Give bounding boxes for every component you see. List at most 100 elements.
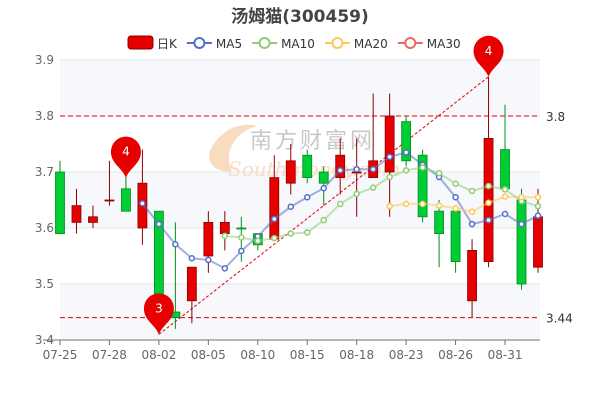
ma-point	[139, 200, 146, 207]
ma-point	[518, 220, 525, 228]
ma-point	[336, 167, 344, 174]
legend-item-ma10[interactable]: MA10	[252, 37, 315, 51]
x-tick-label: 08-26	[438, 348, 473, 362]
pin-shape	[473, 35, 504, 77]
x-tick-label: 08-10	[240, 348, 275, 362]
candle-body	[186, 266, 197, 302]
legend-item-ma5[interactable]: MA5	[186, 37, 242, 51]
candle-body	[335, 154, 346, 178]
candle-body	[269, 177, 280, 240]
x-tick-label: 08-31	[488, 348, 523, 362]
candle-body	[533, 216, 543, 268]
candle-body	[302, 154, 313, 178]
ma-point	[485, 199, 492, 207]
ma-point	[303, 193, 311, 201]
ma-point	[452, 180, 459, 188]
ma-point	[485, 216, 492, 224]
ma-point	[468, 187, 476, 195]
watermark-cn: 南方财富网	[250, 129, 375, 154]
ma-point	[435, 202, 443, 209]
ma-point	[452, 193, 459, 201]
candle	[434, 200, 445, 268]
ma-point	[221, 232, 229, 240]
candle	[302, 149, 313, 184]
candle-body	[434, 210, 445, 234]
candle-body	[88, 216, 98, 223]
legend-circle-icon	[331, 37, 344, 49]
reference-line-label: 3.44	[546, 312, 573, 326]
candle	[88, 205, 98, 228]
ma-point	[303, 229, 311, 236]
ma-point	[452, 205, 459, 212]
ma-point	[155, 220, 163, 228]
ma-point	[386, 153, 393, 161]
ma-point	[534, 193, 542, 201]
candle-body	[318, 171, 329, 184]
ma-point	[238, 234, 245, 241]
pin-marker: 3	[143, 293, 174, 335]
ma-point	[353, 165, 360, 173]
pin-shape	[110, 136, 141, 178]
ma-line-ma20	[389, 195, 538, 213]
watermark-logo	[209, 124, 258, 172]
candle-body	[384, 115, 395, 173]
ma-point	[271, 234, 278, 242]
candle-body	[121, 188, 131, 212]
candle-body	[219, 221, 230, 234]
candle	[467, 239, 477, 318]
ma-point	[386, 202, 393, 210]
candle	[401, 116, 412, 167]
ma-point	[534, 202, 542, 210]
x-tick-label: 08-15	[290, 348, 325, 362]
reference-line-label: 3.8	[546, 110, 565, 124]
pin-marker: 4	[110, 136, 141, 178]
ma-point	[287, 230, 295, 237]
plot-band	[60, 60, 540, 116]
ma-point	[501, 210, 509, 218]
candle	[285, 144, 296, 195]
legend-item-ma20[interactable]: MA20	[324, 37, 388, 51]
legend-label: MA30	[427, 37, 461, 51]
ma-point	[336, 200, 344, 208]
ma-point	[419, 164, 426, 171]
candle	[417, 149, 428, 223]
pin-label: 4	[485, 44, 493, 58]
x-tick-label: 08-23	[389, 348, 424, 362]
candle-body	[55, 171, 65, 234]
ma-point	[221, 265, 229, 272]
ma-point	[254, 237, 262, 245]
ma-point	[188, 254, 196, 262]
candle	[71, 188, 82, 234]
ma-point	[402, 200, 410, 208]
x-tick-label: 08-18	[339, 348, 374, 362]
candle-body	[236, 227, 247, 230]
candle	[137, 149, 148, 245]
ma-point	[172, 240, 179, 248]
ma-point	[205, 256, 212, 264]
candle	[450, 210, 461, 273]
ma-point	[386, 173, 393, 181]
candle-body	[401, 121, 412, 162]
candle-body	[203, 221, 214, 257]
legend-circle-icon	[404, 37, 417, 49]
x-tick-label: 08-05	[191, 348, 226, 362]
ma-point	[468, 208, 476, 216]
ma-point	[419, 200, 426, 208]
candle-body	[104, 199, 115, 202]
candle-body	[450, 210, 461, 262]
ma-point	[501, 193, 509, 200]
candle-body	[417, 154, 428, 218]
legend-item-日k[interactable]: 日K	[127, 35, 178, 51]
candle	[104, 160, 115, 206]
ma-point	[402, 167, 410, 174]
candle-body	[71, 205, 82, 223]
ma-point	[320, 184, 327, 192]
y-tick-label: 3.6	[35, 221, 54, 235]
y-tick-label: 3.9	[35, 53, 54, 67]
candle-body	[285, 160, 296, 184]
legend-item-ma30[interactable]: MA30	[397, 37, 461, 51]
y-tick-label: 3.8	[35, 109, 54, 123]
pin-shape	[143, 293, 174, 335]
legend-label: MA5	[216, 37, 242, 51]
